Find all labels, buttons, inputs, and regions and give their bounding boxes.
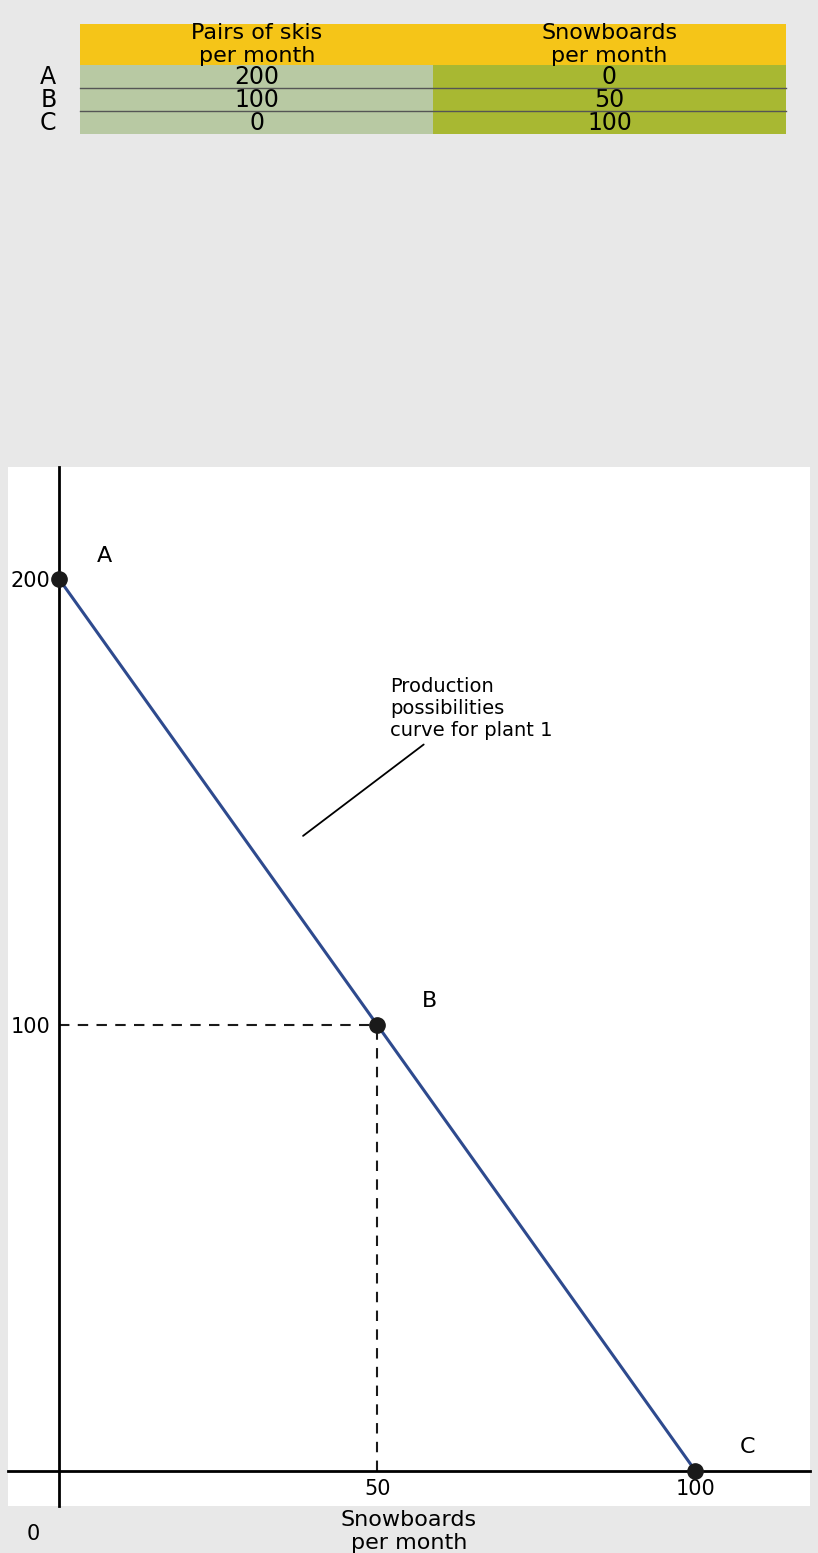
FancyBboxPatch shape [433,65,786,89]
FancyBboxPatch shape [80,65,433,89]
Text: C: C [739,1438,755,1457]
X-axis label: Snowboards
per month: Snowboards per month [341,1510,477,1553]
Text: B: B [40,87,56,112]
Text: 100: 100 [234,87,279,112]
Text: Production
possibilities
curve for plant 1: Production possibilities curve for plant… [303,677,552,836]
Text: 0: 0 [249,110,264,135]
FancyBboxPatch shape [433,112,786,134]
Text: B: B [422,991,437,1011]
Text: 100: 100 [587,110,631,135]
FancyBboxPatch shape [80,89,433,112]
Text: 0: 0 [27,1523,40,1544]
FancyBboxPatch shape [80,23,786,65]
Text: C: C [40,110,56,135]
Text: Snowboards
per month: Snowboards per month [542,23,677,67]
Text: 50: 50 [595,87,624,112]
Text: A: A [40,65,56,89]
Text: 200: 200 [234,65,279,89]
Text: A: A [97,545,113,565]
FancyBboxPatch shape [433,89,786,112]
FancyBboxPatch shape [80,112,433,134]
Text: 0: 0 [602,65,617,89]
Text: Pairs of skis
per month: Pairs of skis per month [191,23,322,67]
